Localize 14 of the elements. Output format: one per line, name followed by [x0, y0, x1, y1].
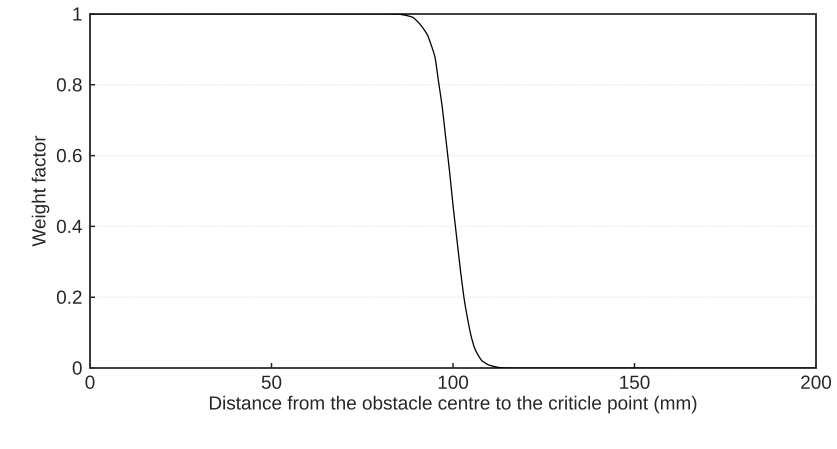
y-tick-label: 0.8	[56, 78, 82, 92]
x-tick-label: 0	[85, 376, 95, 389]
x-tick-label: 100	[438, 376, 468, 389]
y-tick-label: 0	[72, 361, 82, 375]
y-axis-title: Weight factor	[32, 136, 50, 247]
y-tick-label: 0.4	[56, 220, 82, 234]
y-tick-label: 0.2	[56, 290, 82, 304]
x-tick-label: 200	[801, 376, 832, 389]
x-axis-title: Distance from the obstacle centre to the criticle point (mm)	[210, 396, 696, 414]
x-tick-label: 150	[620, 376, 650, 389]
y-tick-label: 1	[73, 7, 82, 21]
line-series	[90, 14, 816, 368]
x-tick-label: 50	[262, 376, 282, 389]
y-tick-label: 0.6	[56, 148, 82, 162]
